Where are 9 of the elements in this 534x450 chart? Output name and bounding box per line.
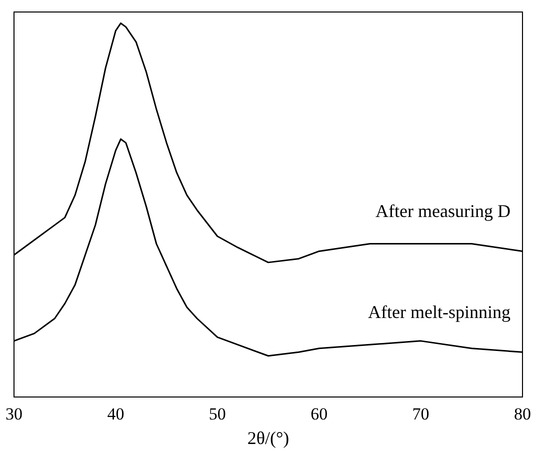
x-tick-label: 50 [208,404,226,424]
x-tick-label: 30 [6,404,22,424]
series-label: After melt-spinning [368,302,510,322]
x-tick-label: 70 [412,404,430,424]
x-tick-label: 60 [310,404,328,424]
x-axis-title: 2θ/(°) [247,428,290,448]
series-label: After measuring D [376,200,510,221]
x-tick-label: 40 [107,404,124,424]
x-tick-label: 80 [514,404,531,424]
